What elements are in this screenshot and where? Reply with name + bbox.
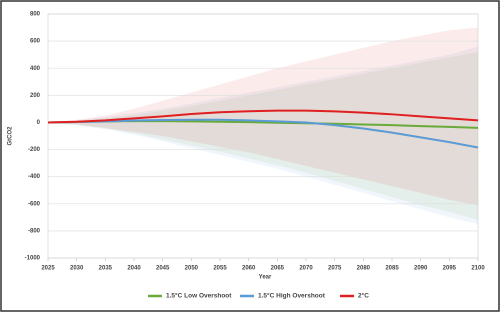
y-axis-label: GtCO2 [8, 126, 14, 146]
y-tick-label: -400 [28, 174, 41, 180]
x-axis-label: Year [259, 275, 272, 281]
legend: 1.5°C Low Overshoot 1.5°C High Overshoot 2… [148, 292, 369, 300]
uncertainty-band [48, 51, 478, 221]
x-tick-label: 2025 [41, 266, 55, 272]
x-tick-label: 2080 [357, 266, 371, 272]
y-tick-label: 600 [30, 39, 41, 45]
y-tick-label: 800 [30, 12, 41, 18]
legend-label: 2°C [358, 292, 369, 300]
lines [47, 109, 479, 149]
y-tick-label: 0 [37, 120, 41, 126]
bands [48, 27, 478, 225]
uncertainty-band [48, 27, 478, 206]
x-tick-label: 2055 [213, 266, 227, 272]
y-tick-label: -1000 [25, 256, 41, 262]
legend-label: 1.5°C Low Overshoot [166, 292, 232, 300]
x-tick-label: 2050 [185, 266, 199, 272]
grid: -1000 -800 -600 -400 -200 0 200 400 600 800 2025 20… [25, 12, 486, 272]
x-tick-label: 2095 [443, 266, 457, 272]
series-line [47, 118, 479, 149]
y-tick-label: -800 [28, 228, 41, 234]
legend-label: 1.5°C High Overshoot [258, 292, 326, 300]
x-tick-label: 2040 [127, 266, 141, 272]
series-line [47, 109, 479, 124]
x-tick-label: 2085 [385, 266, 399, 272]
x-tick-label: 2060 [242, 266, 256, 272]
y-tick-label: -600 [28, 201, 41, 207]
x-tick-label: 2100 [471, 266, 485, 272]
y-tick-label: -200 [28, 147, 41, 153]
x-tick-label: 2030 [70, 266, 84, 272]
plot-border [47, 13, 479, 259]
y-tick-label: 200 [30, 93, 41, 99]
x-tick-label: 2090 [414, 266, 428, 272]
y-tick-label: 400 [30, 66, 41, 72]
x-tick-label: 2065 [271, 266, 285, 272]
uncertainty-band [48, 46, 478, 225]
x-tick-label: 2035 [99, 266, 113, 272]
x-tick-label: 2075 [328, 266, 342, 272]
x-tick-label: 2045 [156, 266, 170, 272]
x-tick-label: 2070 [299, 266, 313, 272]
